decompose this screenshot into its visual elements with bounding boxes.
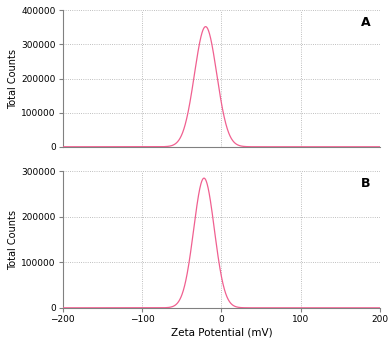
Y-axis label: Total Counts: Total Counts [9, 49, 18, 108]
Text: B: B [361, 177, 371, 190]
Y-axis label: Total Counts: Total Counts [9, 210, 18, 269]
X-axis label: Zeta Potential (mV): Zeta Potential (mV) [171, 328, 272, 338]
Text: A: A [361, 16, 371, 29]
